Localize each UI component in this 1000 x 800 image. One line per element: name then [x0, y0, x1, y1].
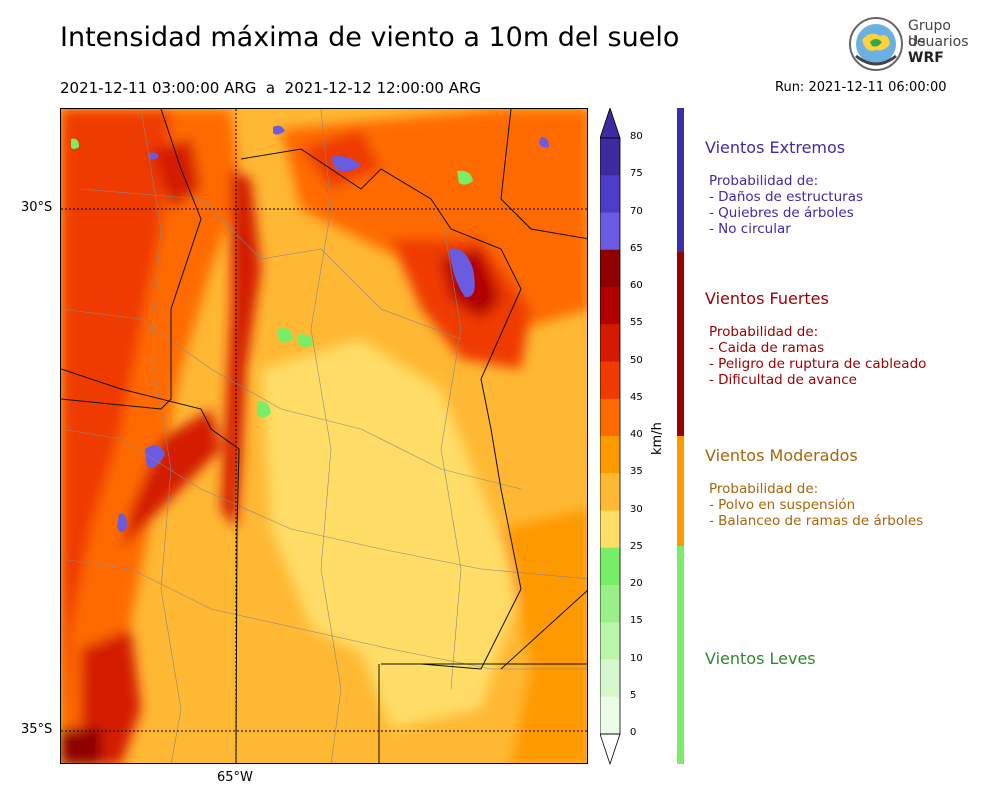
- colorbar-tick-label: 10: [630, 652, 643, 664]
- colorbar-tick-label: 30: [630, 503, 643, 515]
- colorbar-segment: [600, 436, 620, 474]
- colorbar-unit: km/h: [650, 422, 665, 455]
- category-line: - Quiebres de árboles: [709, 205, 854, 221]
- category-title: Vientos Moderados: [705, 446, 858, 465]
- category-line: Probabilidad de:: [709, 324, 819, 340]
- run-timestamp: Run: 2021-12-11 06:00:00: [775, 80, 947, 95]
- lon-label-65w: 65°W: [217, 770, 253, 785]
- logo-line-1: Grupo de: [908, 18, 951, 50]
- category-title: Vientos Extremos: [705, 138, 846, 157]
- category-bar-moderados: [677, 436, 684, 546]
- colorbar-bottom-triangle: [600, 733, 621, 766]
- colorbar-tick-label: 25: [630, 540, 643, 552]
- colorbar-tick-label: 40: [630, 429, 643, 440]
- category-line: - Balanceo de ramas de árboles: [709, 513, 924, 529]
- category-title: Vientos Leves: [705, 649, 816, 668]
- category-line: - Dificultad de avance: [709, 372, 857, 388]
- colorbar-top-triangle: [600, 108, 621, 139]
- category-bar-extremos: [677, 108, 684, 252]
- category-moderados: Vientos Moderados Probabilidad de: - Pol…: [705, 446, 923, 529]
- page-title: Intensidad máxima de viento a 10m del su…: [60, 22, 680, 53]
- colorbar-segment: [600, 585, 620, 623]
- category-line: - Peligro de ruptura de cableado: [709, 356, 927, 372]
- colorbar-segment: [600, 175, 620, 213]
- colorbar-segment: [600, 138, 620, 176]
- colorbar-tick-label: 60: [630, 280, 643, 291]
- colorbar-tick-label: 45: [630, 391, 643, 403]
- colorbar-segment: [600, 212, 620, 251]
- category-bar-fuertes: [677, 252, 684, 436]
- colorbar-segment: [600, 249, 620, 288]
- lat-label-30s: 30°S: [21, 200, 53, 215]
- colorbar-segment: [600, 361, 620, 400]
- colorbar-tick-label: 70: [630, 205, 643, 217]
- colorbar-tick-label: 35: [630, 466, 643, 478]
- colorbar-tick-label: 50: [630, 354, 643, 366]
- colorbar-tick-label: 5: [630, 689, 637, 701]
- wrf-logo: Grupo de Usuarios WRF: [848, 16, 969, 74]
- wind-map: [60, 108, 588, 764]
- colorbar-tick-label: 75: [630, 168, 643, 180]
- colorbar-tick-label: 15: [630, 615, 643, 627]
- category-line: - Caida de ramas: [709, 340, 825, 356]
- lat-label-35s: 35°S: [21, 722, 53, 737]
- colorbar-segment: [600, 510, 620, 549]
- logo-line-2: Usuarios: [908, 34, 969, 50]
- colorbar: [600, 108, 621, 766]
- category-line: - Polvo en suspensión: [709, 497, 856, 513]
- category-bar-leves: [677, 546, 684, 764]
- colorbar-segment: [600, 659, 620, 698]
- category-line: Probabilidad de:: [709, 481, 819, 497]
- logo-line-3: WRF: [908, 50, 944, 66]
- category-leves: Vientos Leves: [705, 649, 816, 684]
- globe-icon: [849, 17, 903, 71]
- category-extremos: Vientos Extremos Probabilidad de: - Daño…: [705, 138, 863, 237]
- category-line: Probabilidad de:: [709, 173, 819, 189]
- colorbar-segment: [600, 473, 620, 511]
- category-fuertes: Vientos Fuertes Probabilidad de: - Caida…: [705, 289, 926, 388]
- colorbar-tick-label: 20: [630, 578, 643, 589]
- colorbar-tick-label: 80: [630, 131, 643, 142]
- colorbar-tick-label: 65: [630, 242, 643, 254]
- colorbar-segment: [600, 398, 620, 437]
- colorbar-segment: [600, 622, 620, 660]
- colorbar-segment: [600, 324, 620, 362]
- colorbar-segment: [600, 287, 620, 325]
- category-line: - No circular: [709, 221, 791, 237]
- colorbar-tick-label: 55: [630, 317, 643, 329]
- colorbar-segment: [600, 547, 620, 586]
- colorbar-tick-label: 0: [630, 727, 637, 738]
- forecast-period: 2021-12-11 03:00:00 ARG a 2021-12-12 12:…: [60, 79, 482, 97]
- category-title: Vientos Fuertes: [705, 289, 829, 308]
- colorbar-segment: [600, 696, 620, 735]
- category-line: - Daños de estructuras: [709, 189, 864, 205]
